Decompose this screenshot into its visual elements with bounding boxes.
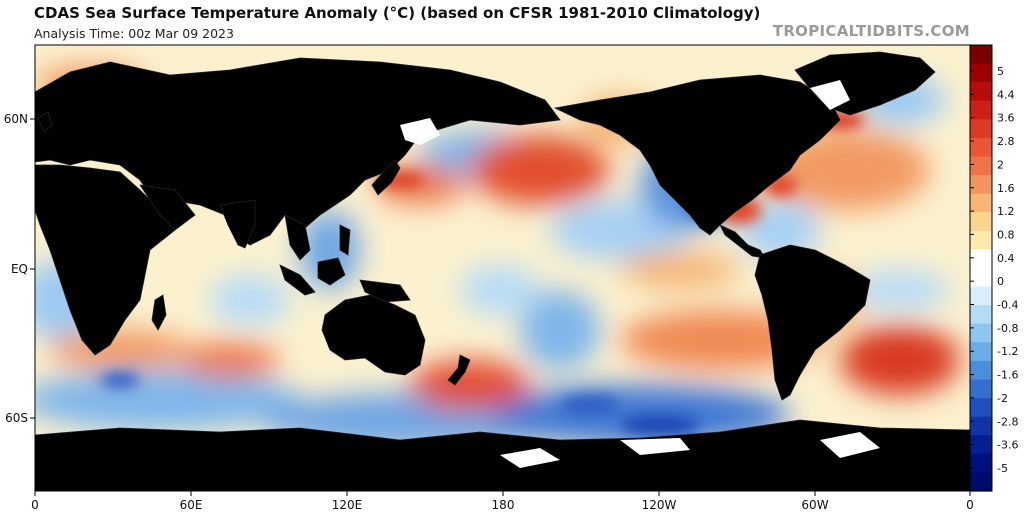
- land-madagascar: [151, 294, 167, 331]
- map-title: CDAS Sea Surface Temperature Anomaly (°C…: [34, 4, 761, 22]
- land-arabia: [139, 184, 196, 231]
- colorbar-label: 1.6: [997, 182, 1015, 195]
- colorbar-label: -5: [997, 462, 1008, 475]
- land-philippines: [339, 224, 351, 256]
- lat-label-eq: EQ: [11, 262, 28, 276]
- colorbar-label: -2.8: [997, 415, 1018, 428]
- site-credit: TROPICALTIDBITS.COM: [772, 22, 970, 40]
- colorbar-swatch: [970, 119, 992, 139]
- lon-label-60e: 60E: [180, 498, 203, 512]
- colorbar-swatch: [970, 286, 992, 306]
- colorbar-swatch: [970, 137, 992, 158]
- colorbar-swatch: [970, 82, 992, 102]
- colorbar-swatch: [970, 416, 992, 436]
- colorbar-label: 4.4: [997, 88, 1015, 101]
- colorbar-label: 2.8: [997, 135, 1015, 148]
- colorbar-swatch: [970, 45, 992, 65]
- colorbar-swatch: [970, 435, 992, 455]
- sea-ice: [400, 80, 880, 468]
- lon-label-0-east: 0: [966, 498, 974, 512]
- colorbar-swatch: [970, 453, 992, 474]
- land-japan: [371, 159, 401, 196]
- colorbar-swatch: [970, 360, 992, 381]
- map-plot-area: [35, 45, 970, 491]
- lon-label-120w: 120W: [642, 498, 677, 512]
- colorbar-swatch: [970, 175, 992, 195]
- lon-label-0: 0: [31, 498, 39, 512]
- colorbar-swatch: [970, 156, 992, 176]
- land-north-america: [553, 74, 841, 236]
- land-africa: [35, 164, 176, 356]
- land-new-zealand: [447, 354, 471, 386]
- land-borneo: [317, 257, 346, 286]
- land-india: [219, 199, 256, 249]
- colorbar-swatch: [970, 268, 992, 288]
- land-british-isles: [37, 111, 53, 133]
- land-masses: [35, 51, 970, 491]
- land-indochina: [284, 214, 311, 261]
- colorbar-swatch: [970, 323, 992, 343]
- latitude-axis: 60N EQ 60S: [4, 112, 35, 425]
- lat-label-60n: 60N: [4, 112, 28, 126]
- longitude-axis: 0 60E 120E 180 120W 60W 0: [31, 491, 974, 512]
- land-australia: [321, 294, 426, 376]
- colorbar-label: -0.4: [997, 299, 1018, 312]
- colorbar-frame: [969, 44, 993, 492]
- colorbar-swatch: [970, 230, 992, 251]
- lon-label-120e: 120E: [332, 498, 363, 512]
- colorbar-label: -0.8: [997, 322, 1018, 335]
- colorbar-label: 0.4: [997, 252, 1015, 265]
- land-south-america: [754, 244, 871, 401]
- colorbar-label: 3.6: [997, 112, 1015, 125]
- colorbar-label: 5: [997, 65, 1004, 78]
- colorbar-label: 0.8: [997, 228, 1015, 241]
- colorbar-swatch: [970, 379, 992, 399]
- colorbar-label: -3.6: [997, 439, 1018, 452]
- colorbar-swatch: [970, 305, 992, 325]
- land-new-guinea: [359, 279, 411, 303]
- analysis-time: Analysis Time: 00z Mar 09 2023: [34, 26, 234, 41]
- colorbar-swatch: [970, 472, 992, 492]
- colorbar-label: -2: [997, 392, 1008, 405]
- colorbar-label: -1.6: [997, 369, 1018, 382]
- colorbar-label: 0: [997, 275, 1004, 288]
- colorbar-swatches: [970, 45, 992, 492]
- colorbar-swatch: [970, 193, 992, 213]
- lon-label-180: 180: [492, 498, 515, 512]
- colorbar-swatch: [970, 100, 992, 120]
- colorbar-swatch: [970, 212, 992, 232]
- lon-label-60w: 60W: [801, 498, 828, 512]
- colorbar-swatch: [970, 63, 992, 83]
- colorbar-label: -1.2: [997, 345, 1018, 358]
- colorbar: 5 4.4 3.6 2.8 2 1.6 1.2 0.8 0.4 0 -0.4 -0.8 -1.2 -1.6…: [969, 44, 1018, 492]
- lat-label-60s: 60S: [5, 411, 28, 425]
- colorbar-labels: 5 4.4 3.6 2.8 2 1.6 1.2 0.8 0.4 0 -0.4 -0.8 -1.2 -1.6…: [970, 65, 1018, 475]
- colorbar-swatch: [970, 249, 992, 269]
- colorbar-swatch: [970, 398, 992, 418]
- colorbar-swatch: [970, 342, 992, 362]
- colorbar-label: 1.2: [997, 205, 1015, 218]
- colorbar-label: 2: [997, 158, 1004, 171]
- land-sumatra: [279, 264, 316, 296]
